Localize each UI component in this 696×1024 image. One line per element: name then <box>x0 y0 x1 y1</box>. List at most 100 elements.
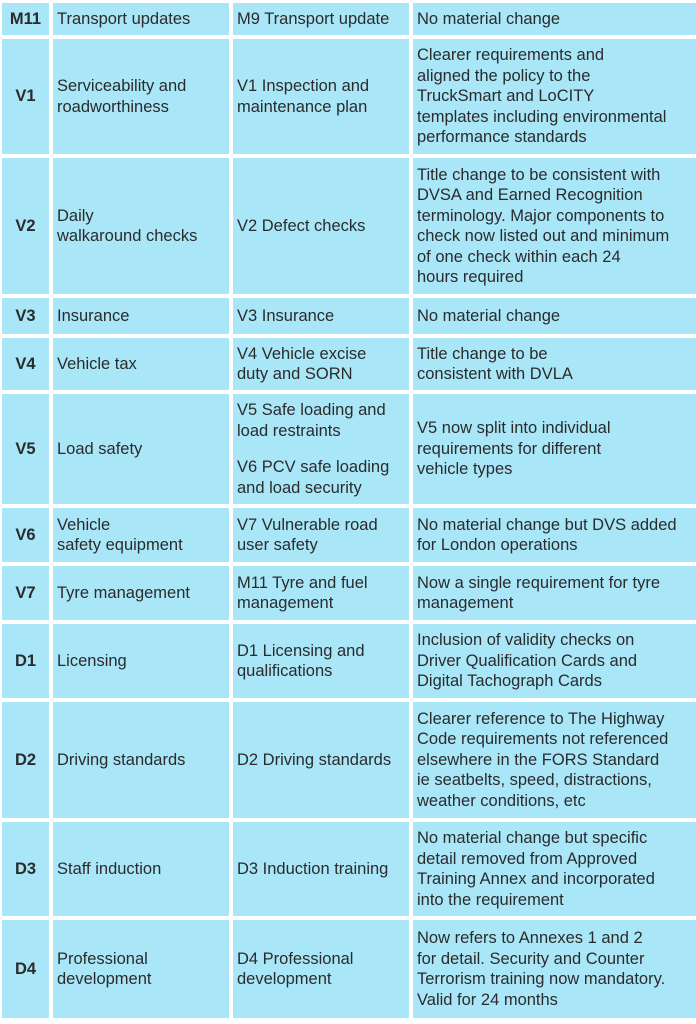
requirement-code: D3 <box>2 822 49 916</box>
previous-requirement-title: M9 Transport update <box>233 3 409 35</box>
requirement-code: D2 <box>2 702 49 818</box>
cell-text-line: check now listed out and minimum <box>417 227 670 245</box>
requirement-code: V7 <box>2 566 49 620</box>
change-description: Title change to be consistent with DVSA a… <box>413 158 696 294</box>
table-row: V4 Vehicle tax V4 Vehicle excise duty and… <box>2 338 696 390</box>
requirement-code: D1 <box>2 624 49 698</box>
cell-text-line: Licensing <box>57 651 127 670</box>
cell-text-line: management <box>417 594 514 612</box>
previous-requirement-title: D2 Driving standards <box>233 702 409 818</box>
cell-text-line: No material change but specific <box>417 829 648 847</box>
cell-text-line: Serviceability and <box>57 77 187 95</box>
previous-requirement-title: V2 Defect checks <box>233 158 409 294</box>
cell-text-line: DVSA and Earned Recognition <box>417 186 643 204</box>
cell-text-line <box>237 441 405 457</box>
cell-text-line: D2 Driving standards <box>237 750 392 769</box>
cell-text-line: Tyre management <box>57 583 190 602</box>
cell-text-line: V7 Vulnerable road <box>237 515 378 534</box>
table-row: D4 Professional development D4 Profession… <box>2 920 696 1018</box>
cell-text-line: V5 Safe loading and <box>237 401 386 419</box>
change-description: No material change <box>413 3 696 35</box>
cell-text-line: management <box>237 594 334 612</box>
cell-text-line: Valid for 24 months <box>417 990 558 1009</box>
cell-text-line: V1 Inspection and <box>237 77 370 95</box>
cell-text-line: development <box>57 970 152 988</box>
table-row: M11 Transport updates M9 Transport updat… <box>2 3 696 35</box>
cell-text-line: D1 Licensing and <box>237 641 365 660</box>
previous-requirement-title: V7 Vulnerable road user safety <box>233 508 409 562</box>
cell-text-line: M11 Tyre and fuel <box>237 573 368 592</box>
cell-text-line: Vehicle tax <box>57 354 137 373</box>
change-description: Title change to be consistent with DVLA <box>413 338 696 390</box>
requirement-code: V3 <box>2 298 49 334</box>
cell-text-line: Inclusion of validity checks on <box>417 631 635 650</box>
cell-text-line: elsewhere in the FORS Standard <box>417 750 660 769</box>
cell-text-line: V3 Insurance <box>237 306 335 325</box>
cell-text-line: M9 Transport update <box>237 9 390 28</box>
table-row: D2 Driving standards D2 Driving standard… <box>2 702 696 818</box>
cell-text-line: Clearer requirements and <box>417 46 605 65</box>
change-description: Now a single requirement for tyre managem… <box>413 566 696 620</box>
cell-text-line: D4 Professional <box>237 949 354 968</box>
cell-text-line: weather conditions, etc <box>417 791 586 810</box>
previous-requirement-title: D3 Induction training <box>233 822 409 916</box>
cell-text-line: hours required <box>417 268 524 286</box>
table-row: V2 Daily walkaround checks V2 Defect chec… <box>2 158 696 294</box>
cell-text-line: performance standards <box>417 128 587 147</box>
requirement-code: V5 <box>2 394 49 504</box>
cell-text-line: for detail. Security and Counter <box>417 949 645 968</box>
change-description: No material change but specific detail re… <box>413 822 696 916</box>
cell-text-line: Professional <box>57 949 148 968</box>
cell-text-line: walkaround checks <box>57 227 198 245</box>
previous-requirement-title: V4 Vehicle excise duty and SORN <box>233 338 409 390</box>
cell-text-line: Insurance <box>57 306 130 325</box>
cell-text-line: V6 PCV safe loading <box>237 458 390 476</box>
cell-text-line: Terrorism training now mandatory. <box>417 970 666 988</box>
requirement-code: V6 <box>2 508 49 562</box>
cell-text-line: and load security <box>237 478 362 497</box>
new-requirement-title: Insurance <box>53 298 229 334</box>
requirement-code: D4 <box>2 920 49 1018</box>
cell-text-line: No material change <box>417 9 561 28</box>
new-requirement-title: Vehicle safety equipment <box>53 508 229 562</box>
requirement-code: M11 <box>2 3 49 35</box>
table-row: D3 Staff induction D3 Induction training… <box>2 822 696 916</box>
cell-text-line: Transport updates <box>57 9 191 28</box>
cell-text-line: Now a single requirement for tyre <box>417 573 661 592</box>
table-row: V6 Vehicle safety equipment V7 Vulnerable… <box>2 508 696 562</box>
requirement-code: V1 <box>2 39 49 154</box>
cell-text-line: Training Annex and incorporated <box>417 870 655 888</box>
cell-text-line: V5 now split into individual <box>417 419 611 438</box>
cell-text-line: development <box>237 970 332 988</box>
change-description: Now refers to Annexes 1 and 2 for detail.… <box>413 920 696 1018</box>
new-requirement-title: Tyre management <box>53 566 229 620</box>
table-body: M11 Transport updates M9 Transport updat… <box>2 3 696 1018</box>
previous-requirement-title: V3 Insurance <box>233 298 409 334</box>
table-row: V3 Insurance V3 Insurance No material ch… <box>2 298 696 334</box>
cell-text-line: qualifications <box>237 662 333 680</box>
cell-text-line: ie seatbelts, speed, distractions, <box>417 771 652 790</box>
previous-requirement-title: M11 Tyre and fuel management <box>233 566 409 620</box>
requirement-code: V4 <box>2 338 49 390</box>
cell-text-line: aligned the policy to the <box>417 66 591 85</box>
change-description: Clearer reference to The Highway Code req… <box>413 702 696 818</box>
cell-text-line: duty and SORN <box>237 365 353 383</box>
cell-text-line: Code requirements not referenced <box>417 730 669 749</box>
new-requirement-title: Transport updates <box>53 3 229 35</box>
cell-text-line: TruckSmart and LoCITY <box>417 87 595 106</box>
cell-text-line: templates including environmental <box>417 107 667 126</box>
cell-text-line: detail removed from Approved <box>417 849 638 868</box>
cell-text-line: No material change but DVS added <box>417 515 677 534</box>
cell-text-line: vehicle types <box>417 460 513 479</box>
cell-text-line: Clearer reference to The Highway <box>417 709 665 728</box>
cell-text-line: user safety <box>237 536 318 554</box>
new-requirement-title: Staff induction <box>53 822 229 916</box>
previous-requirement-title: D4 Professional development <box>233 920 409 1018</box>
table-row: V1 Serviceability and roadworthiness V1 I… <box>2 39 696 154</box>
cell-text-line: maintenance plan <box>237 97 368 116</box>
cell-text-line: roadworthiness <box>57 97 169 116</box>
new-requirement-title: Daily walkaround checks <box>53 158 229 294</box>
table-row: V7 Tyre management M11 Tyre and fuel mana… <box>2 566 696 620</box>
cell-text-line: load restraints <box>237 421 341 440</box>
